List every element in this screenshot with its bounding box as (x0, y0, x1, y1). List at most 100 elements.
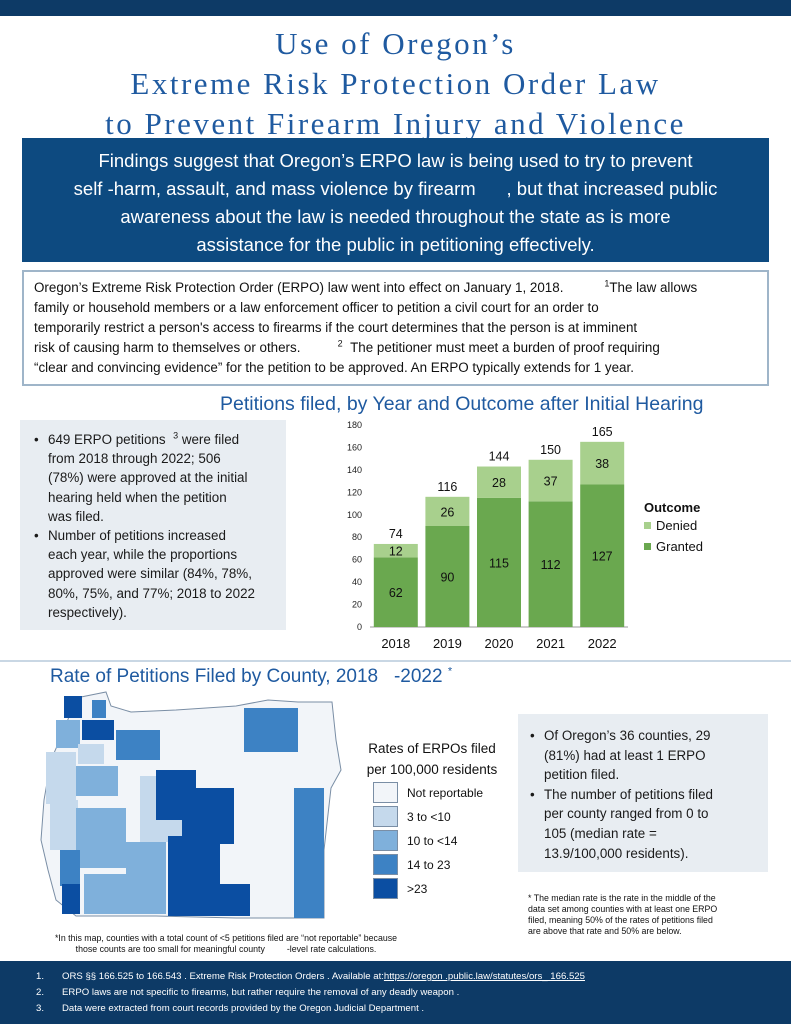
footnote-number: 1. (36, 971, 45, 982)
footnote-2: 2. ERPO laws are not specific to firearms… (36, 985, 791, 1001)
data-label-total: 116 (437, 480, 457, 494)
y-tick-label: 180 (347, 420, 362, 430)
x-tick-label: 2019 (433, 636, 462, 651)
footnote-text: Data were extracted from court records p… (62, 1003, 425, 1014)
y-tick-label: 100 (347, 510, 362, 520)
bullet-text: from 2018 through 2022; 506 (48, 451, 221, 467)
petitions-title: Petitions filed, by Year and Outcome aft… (220, 393, 704, 415)
bars: 62 12 74 2018 90 26 116 2019 115 28 144 2020 112 37 15… (373, 425, 625, 651)
note-line: those counts are too small for meaningfu… (75, 944, 377, 954)
legend-label: Granted (656, 539, 703, 554)
x-tick-label: 2022 (588, 636, 617, 651)
bullet-text: petition filed. (544, 767, 620, 783)
data-label-granted: 112 (541, 558, 561, 572)
bar-denied (373, 543, 418, 558)
legend-swatch (644, 543, 651, 550)
statute-link[interactable]: https://oregon .public.law/statutes/ors_… (383, 971, 585, 982)
data-label-denied: 37 (544, 475, 558, 489)
note-line: *In this map, counties with a total coun… (54, 933, 398, 943)
page-title: Use of Oregon’s Extreme Risk Protection … (0, 24, 791, 144)
intro-box: Oregon’s Extreme Risk Protection Order (… (22, 270, 769, 386)
county-shape (76, 808, 126, 868)
county-title-marker: * (447, 665, 453, 678)
intro-line: Oregon’s Extreme Risk Protection Order (… (34, 278, 757, 298)
intro-line: “clear and convincing evidence” for the … (34, 360, 634, 375)
map-legend-item: 14 to 23 (373, 854, 450, 875)
y-tick-label: 80 (352, 532, 362, 542)
map-legend-label: 3 to <10 (407, 809, 451, 824)
footnotes: 1. ORS §§ 166.525 to 166.543 . Extreme Ri… (0, 961, 791, 1024)
county-shape (116, 730, 160, 760)
data-label-denied: 26 (440, 505, 454, 519)
county-shape (62, 884, 80, 914)
top-bar (0, 0, 791, 16)
summary-bullet: Of Oregon’s 36 counties, 29 (81%) had at… (528, 726, 760, 785)
county-shape (168, 836, 220, 884)
section-divider (0, 660, 791, 662)
county-shape (64, 696, 82, 718)
bullet-text: were filed (181, 432, 240, 447)
bullet-text: (78%) were approved at the initial (48, 470, 248, 486)
summary-bullet: 649 ERPO petitions 3 were filed from 201… (32, 430, 278, 526)
county-shape (76, 766, 118, 796)
intro-line: family or household members or a law enf… (34, 300, 599, 315)
legend-swatch (644, 522, 651, 529)
bar-denied (528, 459, 573, 502)
findings-line: self -harm, assault, and mass violence b… (73, 178, 718, 199)
x-tick-label: 2020 (485, 636, 514, 651)
intro-line: temporarily restrict a person's access t… (34, 320, 638, 335)
footnote-text: ERPO laws are not specific to firearms, … (62, 987, 460, 998)
map-legend-label: >23 (407, 881, 428, 896)
bar-granted (477, 497, 521, 627)
bullet-text: 105 (median rate = (544, 825, 657, 841)
bullet-text: 13.9/100,000 residents). (544, 845, 689, 861)
y-axis: 0 20 40 60 80 100 120 140 160 180 (347, 420, 628, 632)
findings-line: Findings suggest that Oregon’s ERPO law … (98, 150, 693, 171)
note-line: * The median rate is the rate in the mid… (528, 893, 716, 903)
county-shape (78, 744, 104, 764)
y-tick-label: 120 (347, 487, 362, 497)
map-legend-item: >23 (373, 878, 427, 899)
footnote-number: 2. (36, 987, 45, 998)
footnote-ref-1: 1 (604, 278, 610, 289)
legend-title: Outcome (644, 500, 700, 515)
county-shape (60, 850, 80, 886)
bullet-text: each year, while the proportions (48, 547, 238, 563)
chart-legend: Outcome Denied Granted (644, 500, 703, 554)
data-label-granted: 115 (489, 556, 509, 570)
map-legend-label: 10 to <14 (407, 833, 458, 848)
bullet-text: per county ranged from 0 to (544, 806, 709, 822)
bullet-text: approved were similar (84%, 78%, (48, 566, 252, 582)
bar-denied (580, 441, 625, 485)
county-shape (50, 800, 78, 850)
footnote-1: 1. ORS §§ 166.525 to 166.543 . Extreme Ri… (36, 969, 791, 985)
bullet-text: Number of petitions increased (48, 528, 226, 544)
bar-granted (425, 526, 470, 627)
bar-granted (580, 484, 625, 627)
map-legend-title-line: Rates of ERPOs filed (368, 741, 496, 756)
title-line-2: Extreme Risk Protection Order Law (130, 66, 661, 101)
intro-line: risk of causing harm to themselves or ot… (34, 338, 757, 358)
map-legend-swatch (373, 782, 398, 803)
y-tick-label: 0 (357, 622, 362, 632)
county-shape (82, 720, 114, 740)
map-legend-item: 10 to <14 (373, 830, 457, 851)
data-label-total: 144 (489, 450, 510, 464)
bullet-text: The number of petitions filed (544, 786, 713, 802)
x-tick-label: 2018 (381, 636, 410, 651)
map-note: *In this map, counties with a total coun… (26, 933, 426, 955)
county-shape (126, 842, 166, 914)
summary-bullet: Number of petitions increased each year,… (32, 526, 278, 622)
map-legend-item: 3 to <10 (373, 806, 451, 827)
y-tick-label: 160 (347, 442, 362, 452)
petitions-bar-chart: 0 20 40 60 80 100 120 140 160 180 62 12 74 2018 90 26 1… (347, 420, 703, 651)
county-shape (182, 788, 234, 844)
map-legend-swatch (373, 830, 398, 851)
data-label-total: 150 (540, 443, 561, 457)
bar-granted (373, 557, 418, 627)
findings-line: awareness about the law is needed throug… (120, 206, 671, 227)
y-tick-label: 40 (352, 577, 362, 587)
map-legend-title: Rates of ERPOs filed per 100,000 residen… (357, 738, 507, 780)
county-title: Rate of Petitions Filed by County, 2018 … (50, 666, 452, 688)
y-tick-label: 20 (352, 600, 362, 610)
